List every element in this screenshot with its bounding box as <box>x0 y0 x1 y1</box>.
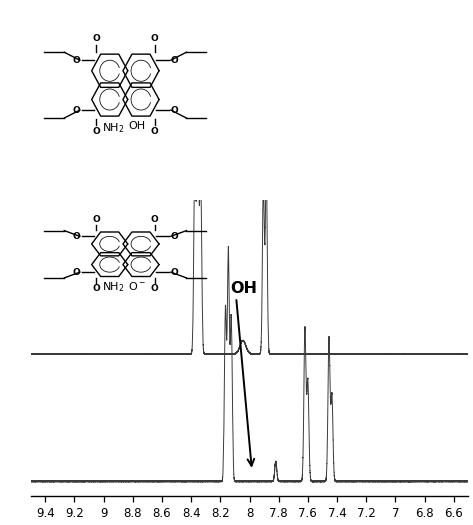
Text: O: O <box>72 56 80 65</box>
Text: O: O <box>72 268 80 277</box>
Text: O: O <box>92 34 100 43</box>
Text: O: O <box>72 232 80 241</box>
Text: OH: OH <box>128 121 145 131</box>
Text: OH: OH <box>230 281 257 296</box>
Text: NH$_2$: NH$_2$ <box>102 121 124 135</box>
Text: O: O <box>151 215 158 224</box>
Text: O: O <box>151 127 158 136</box>
Text: O$^-$: O$^-$ <box>128 280 146 292</box>
Text: O: O <box>151 285 158 293</box>
Text: O: O <box>171 56 179 65</box>
Text: O: O <box>92 215 100 224</box>
Text: O: O <box>171 232 179 241</box>
Text: NH$_2$: NH$_2$ <box>102 280 124 294</box>
Text: O: O <box>92 285 100 293</box>
Text: O: O <box>92 127 100 136</box>
Text: O: O <box>171 106 179 114</box>
Text: O: O <box>72 106 80 114</box>
Text: O: O <box>151 34 158 43</box>
Text: O: O <box>171 268 179 277</box>
